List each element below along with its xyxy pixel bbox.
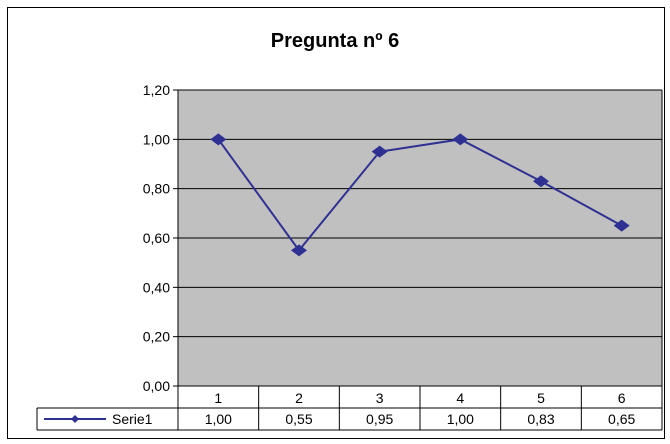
x-category-label: 5 [537,390,545,406]
x-category-label: 6 [618,390,626,406]
data-table-value: 0,65 [608,411,635,427]
y-tick-label: 0,80 [143,181,170,197]
x-category-label: 1 [214,390,222,406]
x-category-label: 2 [295,390,303,406]
data-table: 1 2 3 4 5 6 1,00 0,55 0,95 1,00 0,83 0,65 Serie1 [37,386,662,430]
x-category-label: 4 [456,390,464,406]
y-tick-label: 0,60 [143,230,170,246]
legend-series-name: Serie1 [112,411,153,427]
y-tick-label: 0,00 [143,378,170,394]
y-tick-label: 0,40 [143,279,170,295]
y-tick-label: 1,20 [143,82,170,98]
data-table-value: 1,00 [447,411,474,427]
y-tick-label: 1,00 [143,131,170,147]
data-table-value: 0,95 [366,411,393,427]
y-tick-label: 0,20 [143,329,170,345]
data-table-value: 0,55 [285,411,312,427]
x-category-label: 3 [376,390,384,406]
legend-marker [71,415,79,423]
data-table-value: 1,00 [205,411,232,427]
data-table-value: 0,83 [527,411,554,427]
